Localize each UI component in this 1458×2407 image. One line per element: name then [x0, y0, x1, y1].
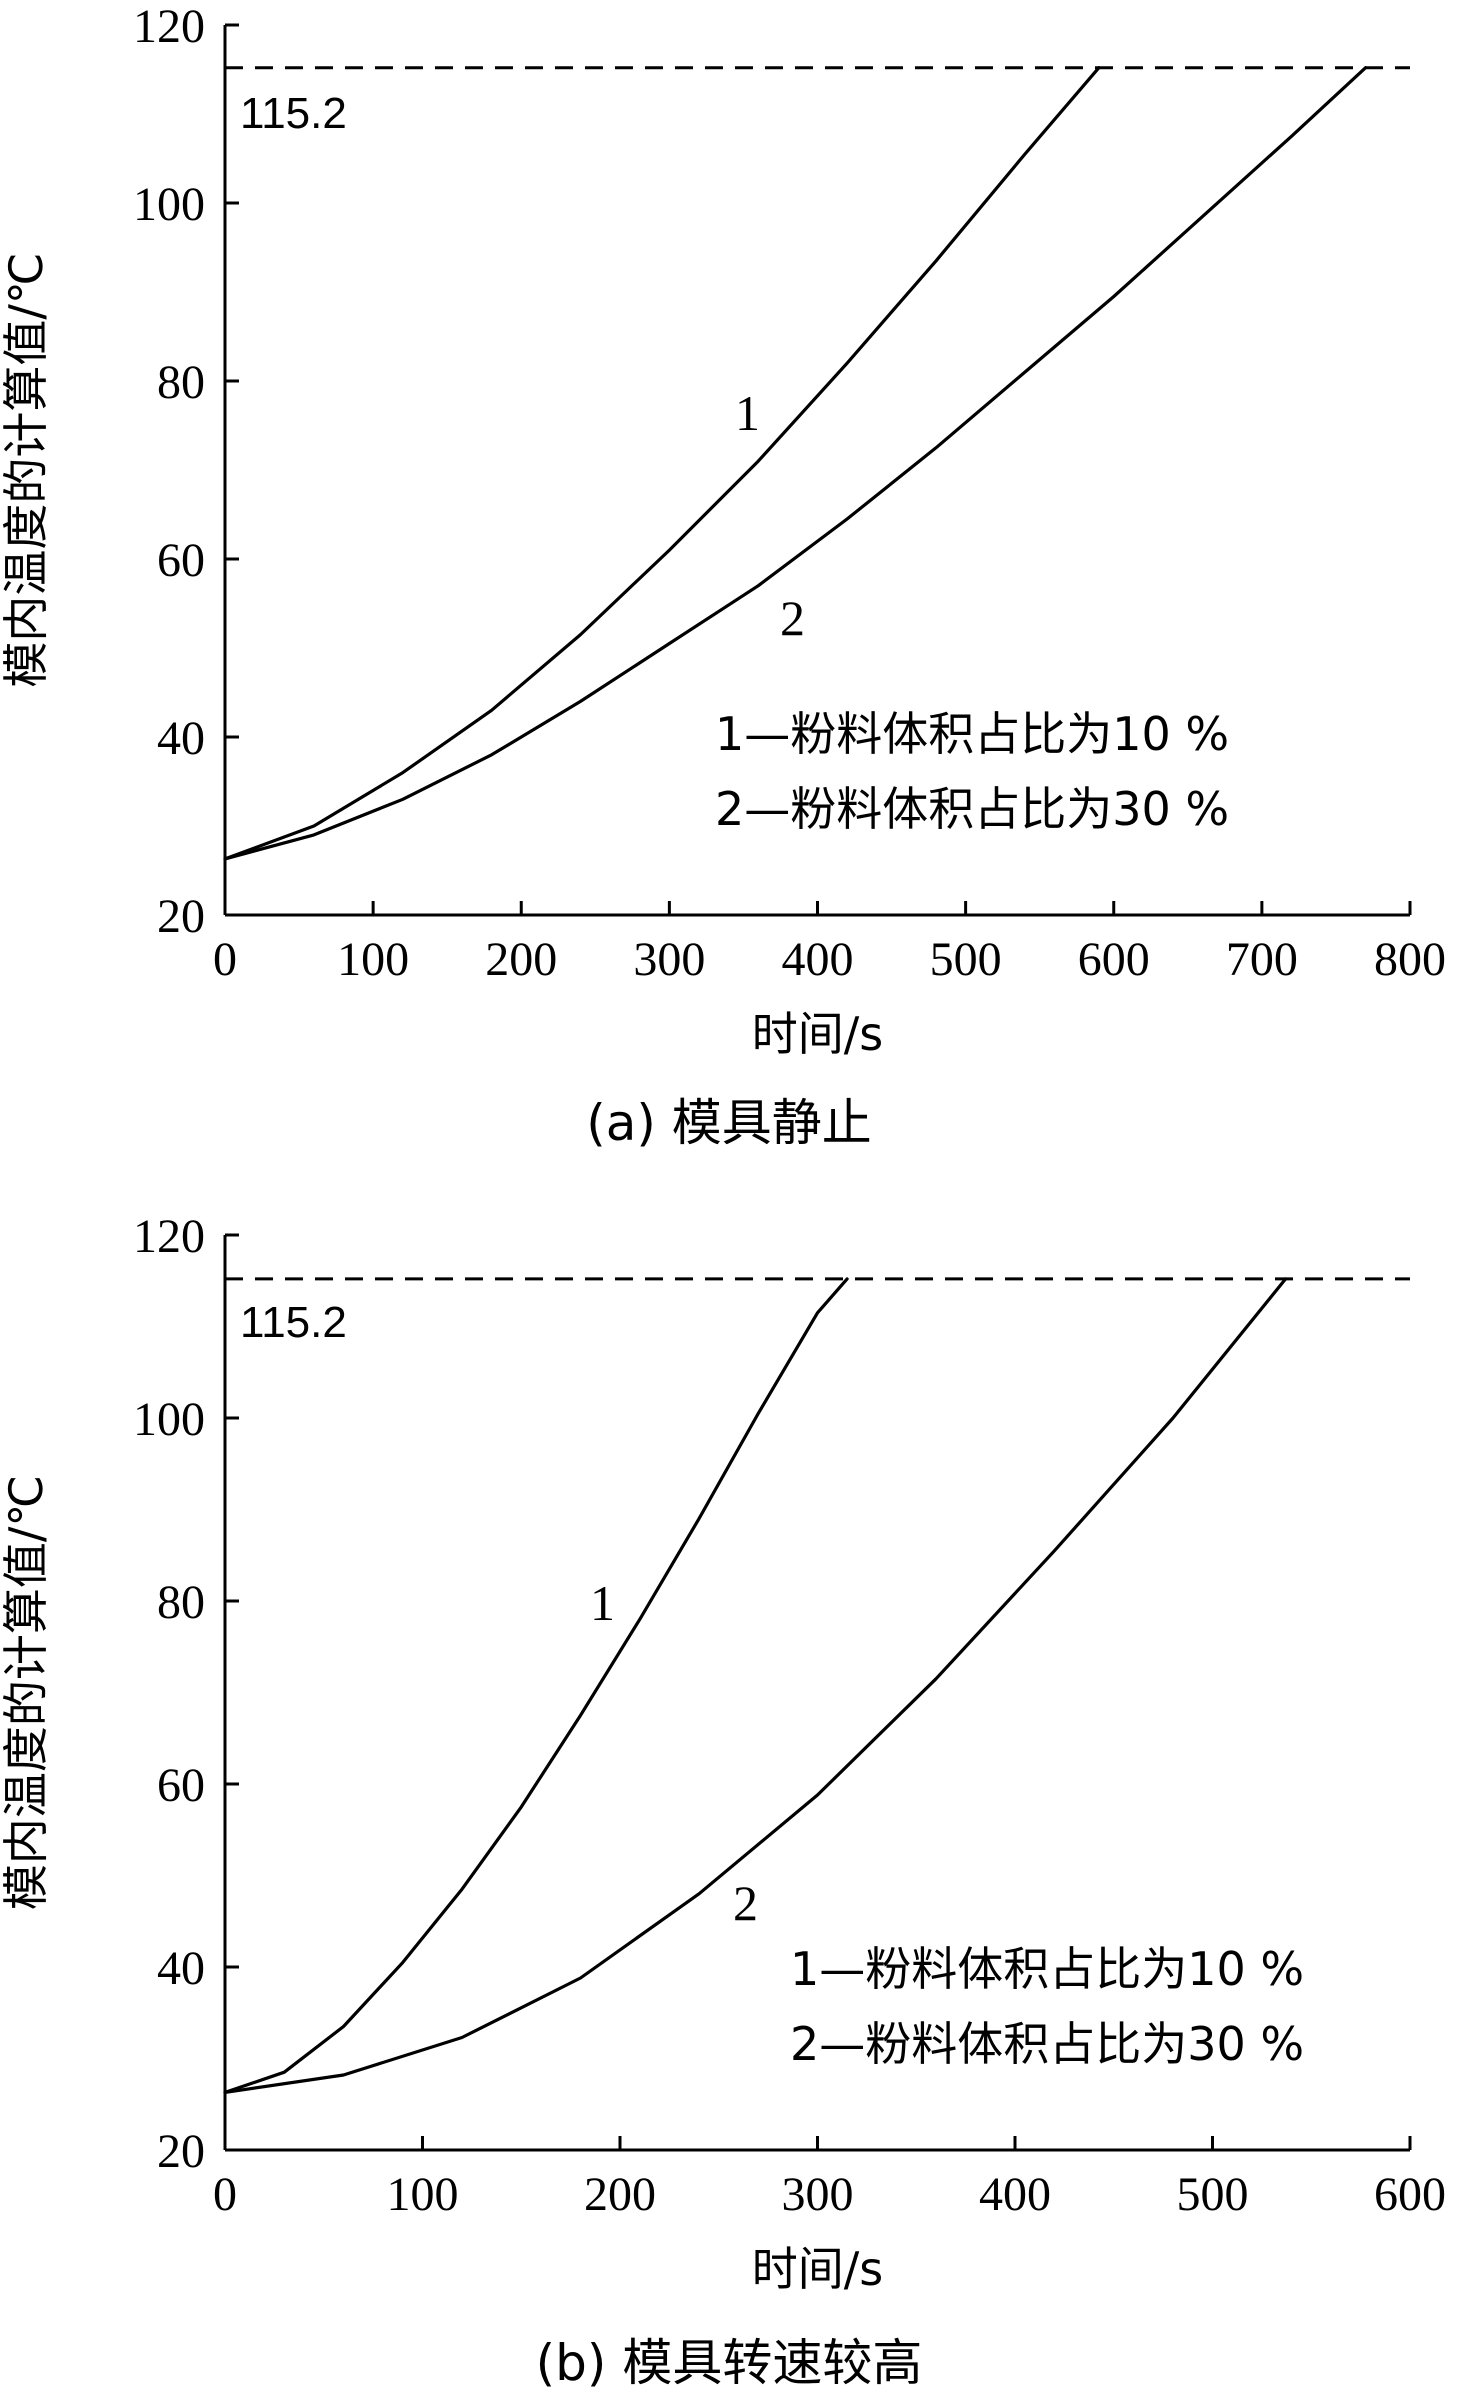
x-tick-label-0-6: 600	[1078, 933, 1150, 986]
x-tick-label-0-3: 300	[633, 933, 705, 986]
x-tick-label-0-0: 0	[213, 933, 237, 986]
y-tick-label-1-0: 20	[157, 2125, 205, 2178]
x-tick-label-1-5: 500	[1177, 2168, 1249, 2221]
y-tick-label-0-1: 40	[157, 712, 205, 765]
x-tick-label-0-7: 700	[1226, 933, 1298, 986]
x-axis-title-0: 时间/s	[752, 1007, 883, 1061]
legend-entry-0-0: 1—粉料体积占比为10 %	[715, 707, 1229, 761]
y-tick-label-1-2: 60	[157, 1759, 205, 1812]
curve-label-0-0: 1	[735, 385, 760, 441]
x-tick-label-0-1: 100	[337, 933, 409, 986]
figure-caption-0: (a) 模具静止	[586, 1094, 872, 1152]
x-tick-label-1-2: 200	[584, 2168, 656, 2221]
legend-entry-1-0: 1—粉料体积占比为10 %	[790, 1942, 1304, 1996]
y-tick-label-0-2: 60	[157, 534, 205, 587]
series-line-1-1	[223, 1277, 1288, 2094]
y-axis-title-0: 模内温度的计算值/℃	[0, 252, 53, 687]
y-tick-label-1-3: 80	[157, 1576, 205, 1629]
y-tick-label-0-5: 120	[133, 0, 205, 53]
figure-caption-1: (b) 模具转速较高	[536, 2334, 923, 2392]
reference-line-label-1: 115.2	[240, 1298, 347, 1347]
curve-label-1-0: 1	[590, 1575, 615, 1631]
series-line-1-0	[223, 1277, 849, 2094]
series-line-0-0	[223, 66, 1101, 861]
legend-entry-0-1: 2—粉料体积占比为30 %	[715, 782, 1229, 836]
x-tick-label-0-4: 400	[782, 933, 854, 986]
y-axis-title-1: 模内温度的计算值/℃	[0, 1475, 53, 1910]
y-tick-label-1-4: 100	[133, 1393, 205, 1446]
y-tick-label-0-0: 20	[157, 890, 205, 943]
curve-label-0-1: 2	[780, 590, 805, 646]
y-tick-label-1-5: 120	[133, 1210, 205, 1263]
reference-line-label-0: 115.2	[240, 89, 347, 138]
curve-label-1-1: 2	[733, 1875, 758, 1931]
x-tick-label-1-4: 400	[979, 2168, 1051, 2221]
y-tick-label-0-4: 100	[133, 178, 205, 231]
x-tick-label-0-2: 200	[485, 933, 557, 986]
y-tick-label-0-3: 80	[157, 356, 205, 409]
series-line-0-1	[223, 66, 1368, 861]
x-tick-label-1-0: 0	[213, 2168, 237, 2221]
x-tick-label-1-6: 600	[1374, 2168, 1446, 2221]
y-tick-label-1-1: 40	[157, 1942, 205, 1995]
legend-entry-1-1: 2—粉料体积占比为30 %	[790, 2017, 1304, 2071]
x-tick-label-0-8: 800	[1374, 933, 1446, 986]
x-tick-label-1-1: 100	[387, 2168, 459, 2221]
x-tick-label-0-5: 500	[930, 933, 1002, 986]
x-tick-label-1-3: 300	[782, 2168, 854, 2221]
x-axis-title-1: 时间/s	[752, 2242, 883, 2296]
